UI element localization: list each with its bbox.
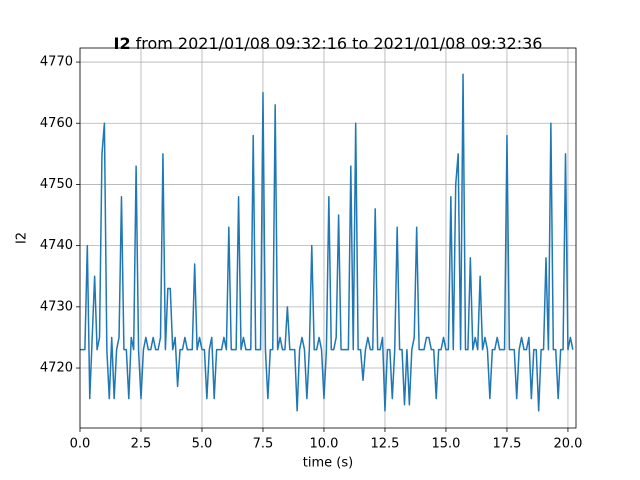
x-tick-label: 12.5 (370, 437, 399, 452)
x-tick-label: 0.0 (70, 437, 91, 452)
title-text: from 2021/01/08 09:32:16 to 2021/01/08 0… (136, 34, 543, 53)
x-tick-label: 7.5 (253, 437, 274, 452)
y-tick-label: 4770 (40, 55, 73, 70)
x-tick-label: 10.0 (309, 437, 338, 452)
chart-title: I2 from 2021/01/08 09:32:16 to 2021/01/08… (114, 34, 543, 53)
y-tick-label: 4750 (40, 177, 73, 192)
y-tick-label: 4760 (40, 116, 73, 131)
y-tick-label: 4730 (40, 299, 73, 314)
title-prefix: I2 (114, 34, 131, 53)
y-tick-label: 4720 (40, 361, 73, 376)
x-tick-label: 15.0 (431, 437, 460, 452)
y-tick-label: 4740 (40, 238, 73, 253)
line-series (80, 73, 574, 412)
x-axis-label: time (s) (303, 456, 353, 471)
x-tick-label: 5.0 (192, 437, 213, 452)
x-tick-label: 2.5 (131, 437, 152, 452)
y-axis-label: I2 (15, 232, 30, 244)
plot-frame (79, 47, 577, 429)
x-tick-label: 17.5 (492, 437, 521, 452)
x-tick-label: 20.0 (553, 437, 582, 452)
